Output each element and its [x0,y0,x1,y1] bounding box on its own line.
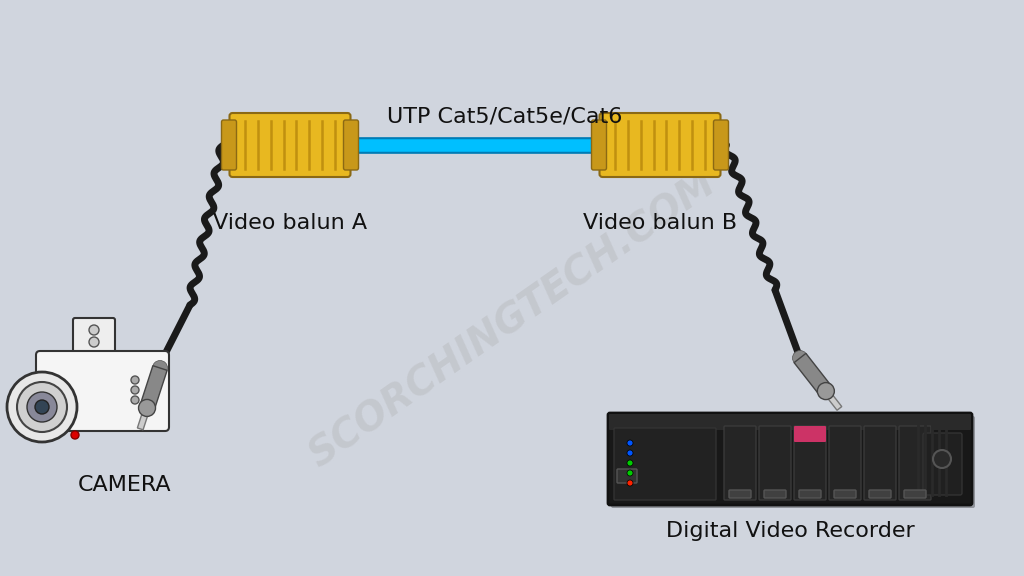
Circle shape [145,385,159,399]
Circle shape [7,372,77,442]
FancyBboxPatch shape [714,120,728,170]
Circle shape [131,396,139,404]
FancyBboxPatch shape [759,426,791,500]
Circle shape [138,399,156,416]
FancyBboxPatch shape [36,351,169,431]
Polygon shape [140,366,167,410]
Text: CAMERA: CAMERA [78,475,172,495]
Polygon shape [794,354,831,396]
Circle shape [804,365,817,378]
FancyBboxPatch shape [599,113,721,177]
FancyBboxPatch shape [923,433,962,495]
Circle shape [809,372,822,384]
FancyBboxPatch shape [799,490,821,498]
Circle shape [798,358,812,372]
FancyBboxPatch shape [611,416,975,508]
FancyBboxPatch shape [864,426,896,500]
FancyBboxPatch shape [794,426,826,442]
FancyBboxPatch shape [617,469,637,483]
Text: Digital Video Recorder: Digital Video Recorder [666,521,914,541]
FancyBboxPatch shape [221,120,237,170]
Circle shape [17,382,67,432]
Circle shape [131,386,139,394]
FancyBboxPatch shape [794,426,826,500]
Polygon shape [137,407,150,430]
Circle shape [151,369,165,383]
Circle shape [153,361,168,376]
FancyBboxPatch shape [764,490,786,498]
FancyBboxPatch shape [592,120,606,170]
Circle shape [148,377,162,391]
Circle shape [627,480,633,486]
FancyBboxPatch shape [729,490,751,498]
Circle shape [627,440,633,446]
Circle shape [143,394,156,406]
Circle shape [627,470,633,476]
Circle shape [71,431,79,439]
Polygon shape [823,389,842,410]
Circle shape [627,450,633,456]
Circle shape [35,400,49,414]
FancyBboxPatch shape [829,426,861,500]
FancyBboxPatch shape [73,318,115,354]
Circle shape [817,382,835,400]
FancyBboxPatch shape [608,413,972,505]
Circle shape [933,450,951,468]
FancyBboxPatch shape [899,426,931,500]
FancyBboxPatch shape [724,426,756,500]
Circle shape [815,378,826,391]
Text: UTP Cat5/Cat5e/Cat6: UTP Cat5/Cat5e/Cat6 [387,107,623,127]
FancyBboxPatch shape [609,414,971,430]
FancyBboxPatch shape [229,113,350,177]
Circle shape [627,460,633,466]
Text: SCORCHINGTECH.COM: SCORCHINGTECH.COM [301,165,723,475]
FancyBboxPatch shape [343,120,358,170]
Text: Video balun B: Video balun B [583,213,737,233]
FancyBboxPatch shape [869,490,891,498]
FancyBboxPatch shape [834,490,856,498]
FancyBboxPatch shape [614,428,716,500]
Text: Video balun A: Video balun A [213,213,367,233]
Circle shape [89,337,99,347]
Circle shape [131,376,139,384]
Circle shape [793,351,808,366]
Circle shape [89,325,99,335]
Circle shape [27,392,57,422]
FancyBboxPatch shape [904,490,926,498]
